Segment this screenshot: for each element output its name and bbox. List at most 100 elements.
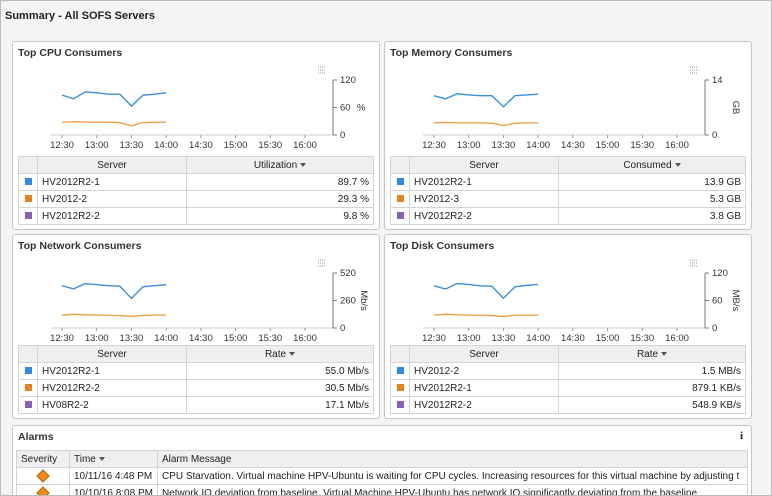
panel-title: Top Disk Consumers xyxy=(390,240,495,252)
x-tick-label: 12:30 xyxy=(50,333,74,344)
warning-diamond xyxy=(36,469,50,483)
series-line xyxy=(433,313,539,318)
table-row[interactable]: HV2012R2-2 548.9 KB/s xyxy=(390,396,746,414)
x-tick-label: 15:30 xyxy=(258,333,282,344)
column-header[interactable]: Rate xyxy=(558,345,746,363)
header-cell xyxy=(18,156,38,174)
value-cell: 89.7 % xyxy=(186,173,374,191)
time-cell: 10/11/16 4:48 PM xyxy=(69,467,158,485)
chart: 12:30 13:00 13:30 14:00 14:30 15:00 15:30 16:00… xyxy=(422,66,741,151)
legend-icon[interactable] xyxy=(318,66,326,74)
legend-icon[interactable] xyxy=(318,259,326,267)
severity-cell xyxy=(16,484,70,495)
page-title: Summary - All SOFS Servers xyxy=(5,10,155,22)
header-row: Server Consumed xyxy=(390,156,746,174)
value-cell: 3.8 GB xyxy=(558,207,746,225)
sort-arrow xyxy=(661,351,668,356)
y-tick-label: 60 xyxy=(340,103,351,114)
panel-title: Top CPU Consumers xyxy=(18,47,123,59)
color-key xyxy=(24,383,32,391)
table-row[interactable]: HV2012R2-1 879.1 KB/s xyxy=(390,379,746,397)
column-header[interactable]: Server xyxy=(37,156,187,174)
table-row[interactable]: HV2012R2-1 89.7 % xyxy=(18,173,374,191)
x-tick-label: 16:00 xyxy=(293,333,317,344)
column-header[interactable]: Server xyxy=(409,156,559,174)
table-row[interactable]: HV2012R2-1 13.9 GB xyxy=(390,173,746,191)
value-cell: 5.3 GB xyxy=(558,190,746,208)
column-label: Rate xyxy=(636,348,659,360)
message-cell: CPU Starvation. Virtual machine HPV-Ubun… xyxy=(156,467,749,485)
column-header[interactable]: Utilization xyxy=(186,156,374,174)
x-tick-label: 15:00 xyxy=(596,333,620,344)
table-row[interactable]: HV2012R2-2 30.5 Mb/s xyxy=(18,379,374,397)
x-tick-label: 16:00 xyxy=(665,333,689,344)
alarm-row[interactable]: 10/10/16 8:08 PM Network IO deviation fro… xyxy=(16,484,749,495)
color-key xyxy=(396,366,404,374)
info-icon[interactable]: i xyxy=(739,430,743,442)
column-label: Time xyxy=(74,453,96,465)
color-cell xyxy=(18,379,38,397)
value-cell: 13.9 GB xyxy=(558,173,746,191)
table-row[interactable]: HV2012-3 5.3 GB xyxy=(390,190,746,208)
column-header[interactable]: Rate xyxy=(186,345,374,363)
message-cell: Network IO deviation from baseline. Virt… xyxy=(156,484,749,495)
value-cell: 1.5 MB/s xyxy=(558,362,746,380)
header-cell xyxy=(18,345,38,363)
column-header[interactable]: Server xyxy=(409,345,559,363)
x-tick-label: 13:30 xyxy=(120,333,144,344)
x-tick-label: 15:30 xyxy=(258,140,282,151)
y-axis-label: MB/s xyxy=(730,290,741,312)
value-cell: 29.3 % xyxy=(186,190,374,208)
series-line xyxy=(61,91,167,108)
column-label: Server xyxy=(97,159,127,171)
x-tick-label: 15:00 xyxy=(224,333,248,344)
column-header[interactable]: Alarm Message xyxy=(156,450,749,468)
x-tick-label: 14:30 xyxy=(189,140,213,151)
sort-arrow xyxy=(98,456,105,461)
x-tick-label: 16:00 xyxy=(665,140,689,151)
chart: 12:30 13:00 13:30 14:00 14:30 15:00 15:30 16:00… xyxy=(422,259,741,344)
data-table: Server Rate HV2012R2-1 55.0 Mb/s HV2012R2-2 3… xyxy=(18,345,374,414)
x-tick-label: 15:30 xyxy=(630,333,654,344)
server-cell: HV2012R2-2 xyxy=(409,207,559,225)
color-cell xyxy=(390,190,410,208)
table-row[interactable]: HV2012R2-1 55.0 Mb/s xyxy=(18,362,374,380)
legend-icon[interactable] xyxy=(690,66,698,74)
legend-icon[interactable] xyxy=(690,259,698,267)
value-cell: 30.5 Mb/s xyxy=(186,379,374,397)
table-row[interactable]: HV2012-2 29.3 % xyxy=(18,190,374,208)
x-tick-label: 12:30 xyxy=(50,140,74,151)
x-tick-label: 12:30 xyxy=(422,333,446,344)
y-axis-label: Mb/s xyxy=(358,290,369,311)
table-row[interactable]: HV08R2-2 17.1 Mb/s xyxy=(18,396,374,414)
y-tick-label: 14 xyxy=(712,75,723,86)
column-label: Server xyxy=(97,348,127,360)
color-cell xyxy=(18,396,38,414)
color-cell xyxy=(390,396,410,414)
x-tick-label: 14:30 xyxy=(561,140,585,151)
table-row[interactable]: HV2012R2-2 3.8 GB xyxy=(390,207,746,225)
value-cell: 9.8 % xyxy=(186,207,374,225)
series-line xyxy=(61,282,167,300)
sort-arrow xyxy=(300,162,307,167)
color-key xyxy=(396,400,404,408)
panel-title: Top Memory Consumers xyxy=(390,47,513,59)
color-key xyxy=(396,177,404,185)
header-row: Server Rate xyxy=(390,345,746,363)
series-line xyxy=(433,282,539,300)
color-cell xyxy=(390,379,410,397)
column-header[interactable]: Severity xyxy=(16,450,70,468)
column-header[interactable]: Consumed xyxy=(558,156,746,174)
color-key xyxy=(396,383,404,391)
table-row[interactable]: HV2012R2-2 9.8 % xyxy=(18,207,374,225)
color-cell xyxy=(390,207,410,225)
table-row[interactable]: HV2012-2 1.5 MB/s xyxy=(390,362,746,380)
column-header[interactable]: Server xyxy=(37,345,187,363)
alarm-row[interactable]: 10/11/16 4:48 PM CPU Starvation. Virtual … xyxy=(16,467,749,485)
alarms-table: Severity Time Alarm Message 10/11/16 4:48 P… xyxy=(16,450,749,495)
data-table: Server Rate HV2012-2 1.5 MB/s HV2012R2-1 879.… xyxy=(390,345,746,414)
panel: Top CPU Consumers 12:30 13:00 13:30 14:00 14:… xyxy=(12,41,380,230)
server-cell: HV2012R2-2 xyxy=(37,379,187,397)
column-header[interactable]: Time xyxy=(69,450,158,468)
data-table: Server Consumed HV2012R2-1 13.9 GB HV2012-3 5… xyxy=(390,156,746,225)
